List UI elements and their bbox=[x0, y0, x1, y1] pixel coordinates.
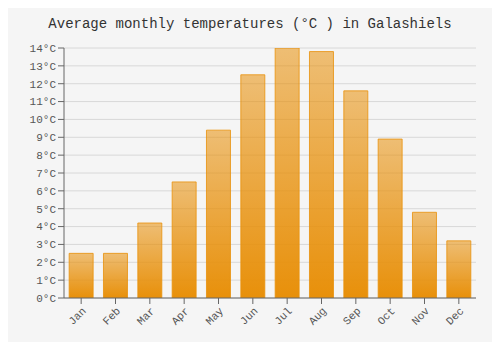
svg-text:1°C: 1°C bbox=[36, 275, 56, 287]
svg-text:Mar: Mar bbox=[135, 305, 157, 327]
svg-text:Jan: Jan bbox=[66, 305, 88, 327]
svg-text:Oct: Oct bbox=[375, 305, 397, 327]
svg-text:5°C: 5°C bbox=[36, 204, 56, 216]
svg-text:14°C: 14°C bbox=[30, 43, 57, 55]
svg-text:6°C: 6°C bbox=[36, 186, 56, 198]
svg-text:12°C: 12°C bbox=[30, 79, 57, 91]
svg-text:Dec: Dec bbox=[444, 305, 466, 327]
svg-text:4°C: 4°C bbox=[36, 221, 56, 233]
svg-text:2°C: 2°C bbox=[36, 257, 56, 269]
svg-text:0°C: 0°C bbox=[36, 293, 56, 305]
svg-text:8°C: 8°C bbox=[36, 150, 56, 162]
svg-text:Sep: Sep bbox=[341, 305, 363, 327]
svg-text:7°C: 7°C bbox=[36, 168, 56, 180]
svg-text:11°C: 11°C bbox=[30, 96, 57, 108]
svg-text:3°C: 3°C bbox=[36, 239, 56, 251]
svg-text:Aug: Aug bbox=[307, 305, 329, 327]
svg-text:10°C: 10°C bbox=[30, 114, 57, 126]
svg-text:May: May bbox=[204, 305, 227, 328]
html-text:Average monthly temperatures (: Average monthly temperatures (°C ) in Ga… bbox=[48, 16, 452, 32]
svg-text:9°C: 9°C bbox=[36, 132, 56, 144]
svg-text:Apr: Apr bbox=[169, 305, 191, 327]
svg-text:Jun: Jun bbox=[238, 305, 260, 327]
svg-text:Feb: Feb bbox=[101, 305, 123, 327]
svg-text:Jul: Jul bbox=[272, 305, 294, 327]
svg-text:Nov: Nov bbox=[410, 305, 433, 328]
svg-text:13°C: 13°C bbox=[30, 61, 57, 73]
